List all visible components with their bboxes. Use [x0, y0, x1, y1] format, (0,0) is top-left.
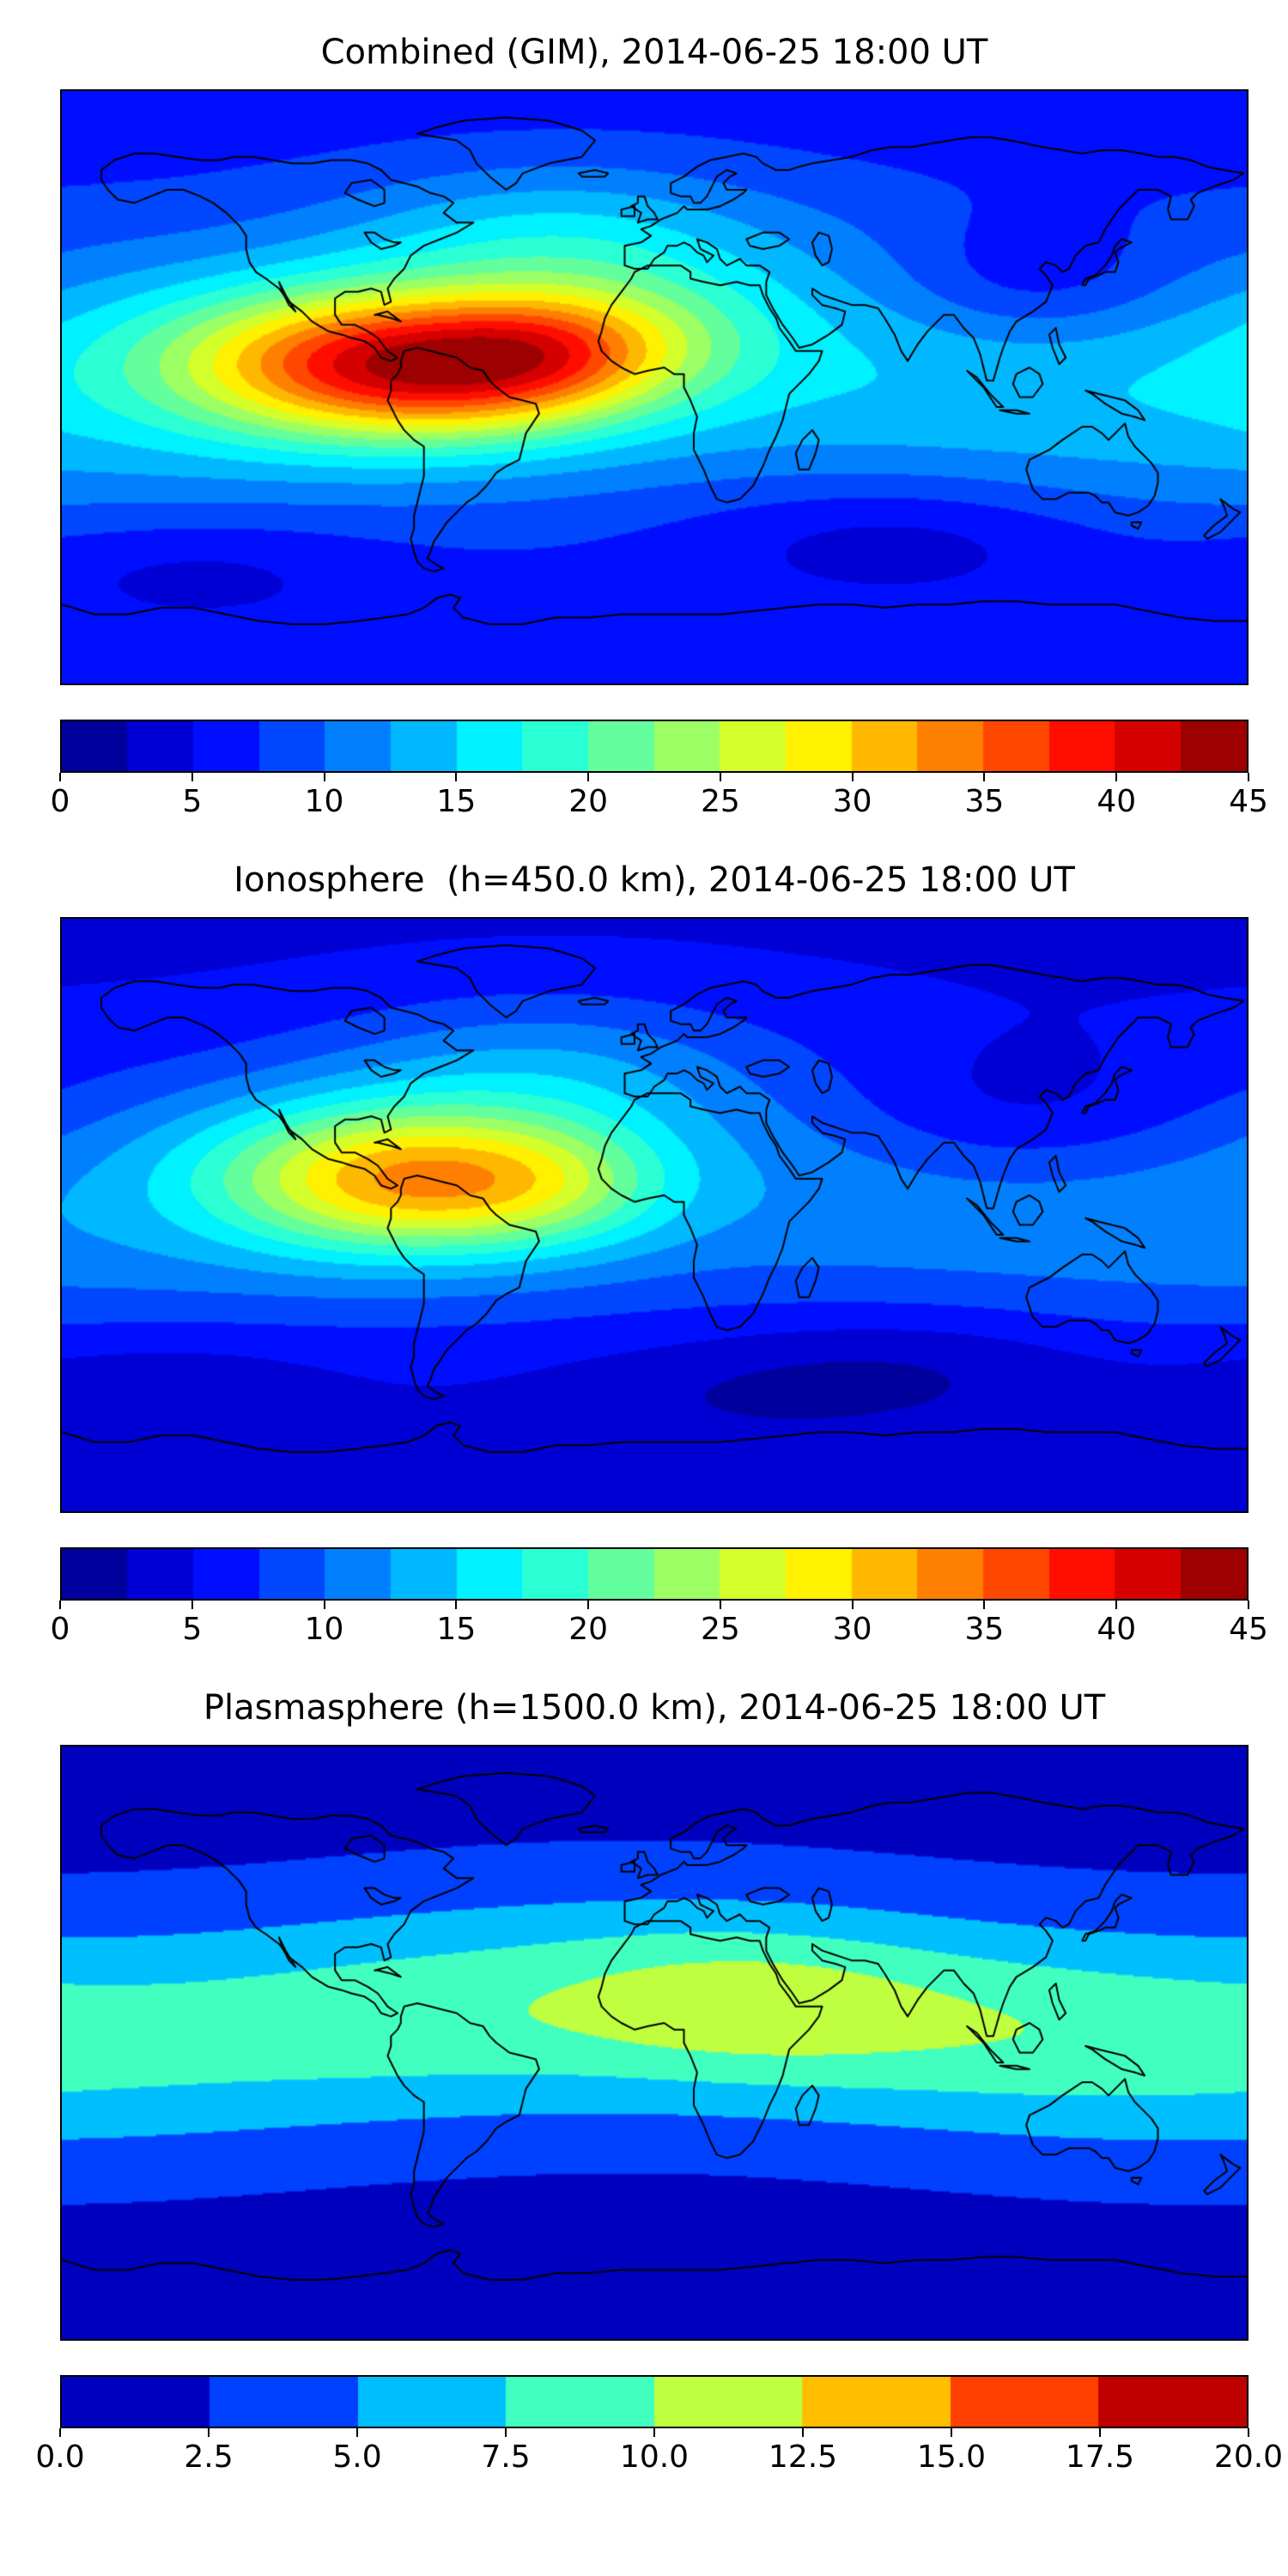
colorbar-tick — [505, 2428, 507, 2437]
colorbar-ticks-ionosphere: 0 5 10 15 20 25 30 35 40 45 — [51, 1601, 1268, 1654]
colorbar-tick-label: 45 — [1229, 784, 1268, 819]
colorbar-tick-label: 30 — [832, 784, 872, 819]
colorbar-tick — [1248, 773, 1249, 781]
panel-title-ionosphere: Ionosphere (h=450.0 km), 2014-06-25 18:0… — [234, 860, 1075, 900]
colorbar-tick-label: 20 — [568, 1612, 609, 1647]
colorbar-tick-label: 7.5 — [481, 2439, 531, 2475]
colorbar-tick-label: 0.0 — [35, 2439, 85, 2475]
tec-map-ionosphere — [60, 917, 1249, 1513]
colorbar-tick-label: 10 — [304, 784, 344, 819]
colorbar-tick — [1115, 773, 1118, 781]
colorbar-tick-label: 25 — [700, 784, 740, 819]
colorbar-tick-label: 15 — [436, 784, 477, 819]
colorbar-tick-label: 30 — [832, 1612, 872, 1647]
colorbar-tick-label: 40 — [1097, 1612, 1137, 1647]
colorbar-ticks-plasmasphere: 0.0 2.5 5.0 7.5 10.0 12.5 15.0 17.5 20.0 — [35, 2428, 1283, 2482]
tec-map-combined — [60, 89, 1249, 685]
colorbar-tick-label: 40 — [1097, 784, 1137, 819]
colorbar-tick-label: 15.0 — [916, 2439, 987, 2475]
colorbar-tick — [59, 773, 61, 781]
colorbar-tick — [802, 2428, 804, 2437]
colorbar-tick — [191, 773, 193, 781]
colorbar-tick-label: 35 — [964, 784, 1005, 819]
colorbar-tick — [851, 773, 854, 781]
colorbar-tick-label: 35 — [964, 1612, 1005, 1647]
colorbar-tick — [323, 1601, 325, 1609]
colorbar-tick-label: 25 — [700, 1612, 740, 1647]
colorbar-tick — [653, 2428, 655, 2437]
colorbar-tick-label: 5 — [182, 784, 203, 819]
colorbar-tick-label: 12.5 — [768, 2439, 838, 2475]
colorbar-tick — [59, 2428, 61, 2437]
colorbar-tick-label: 45 — [1229, 1612, 1268, 1647]
colorbar-tick-label: 5 — [182, 1612, 203, 1647]
colorbar-plasmasphere — [60, 2375, 1249, 2428]
colorbar-tick — [983, 1601, 986, 1609]
panel-plasmasphere: Plasmasphere (h=1500.0 km), 2014-06-25 1… — [35, 1688, 1283, 2482]
colorbar-tick-label: 20 — [568, 784, 609, 819]
colorbar-tick-label: 15 — [436, 1612, 477, 1647]
colorbar-tick — [1248, 1601, 1249, 1609]
colorbar-tick — [951, 2428, 952, 2437]
colorbar-ticks-combined: 0 5 10 15 20 25 30 35 40 45 — [51, 773, 1268, 826]
figure: Combined (GIM), 2014-06-25 18:00 UT 0 5 10… — [35, 33, 1283, 2482]
panel-ionosphere: Ionosphere (h=450.0 km), 2014-06-25 18:0… — [51, 860, 1268, 1654]
colorbar-tick — [455, 773, 458, 781]
tec-map-plasmasphere — [60, 1745, 1249, 2341]
colorbar-tick — [719, 773, 721, 781]
colorbar-tick-label: 10 — [304, 1612, 344, 1647]
colorbar-tick-label: 0 — [50, 784, 70, 819]
colorbar-tick-label: 17.5 — [1065, 2439, 1135, 2475]
colorbar-tick — [983, 773, 986, 781]
colorbar-tick-label: 0 — [50, 1612, 70, 1647]
colorbar-tick — [587, 773, 590, 781]
colorbar-tick-label: 5.0 — [332, 2439, 382, 2475]
colorbar-tick — [587, 1601, 590, 1609]
colorbar-ionosphere — [60, 1547, 1249, 1601]
colorbar-combined — [60, 720, 1249, 773]
colorbar-tick — [455, 1601, 458, 1609]
panel-combined: Combined (GIM), 2014-06-25 18:00 UT 0 5 10… — [51, 33, 1268, 826]
colorbar-tick — [1248, 2428, 1249, 2437]
panel-title-combined: Combined (GIM), 2014-06-25 18:00 UT — [320, 33, 988, 72]
colorbar-tick — [208, 2428, 210, 2437]
colorbar-tick — [356, 2428, 358, 2437]
colorbar-tick-label: 10.0 — [619, 2439, 690, 2475]
colorbar-tick — [323, 773, 325, 781]
panel-title-plasmasphere: Plasmasphere (h=1500.0 km), 2014-06-25 1… — [203, 1688, 1106, 1728]
colorbar-tick — [191, 1601, 193, 1609]
colorbar-tick-label: 2.5 — [184, 2439, 234, 2475]
colorbar-tick — [59, 1601, 61, 1609]
colorbar-tick — [719, 1601, 721, 1609]
colorbar-tick-label: 20.0 — [1213, 2439, 1284, 2475]
colorbar-tick — [851, 1601, 854, 1609]
colorbar-tick — [1115, 1601, 1118, 1609]
colorbar-tick — [1099, 2428, 1101, 2437]
